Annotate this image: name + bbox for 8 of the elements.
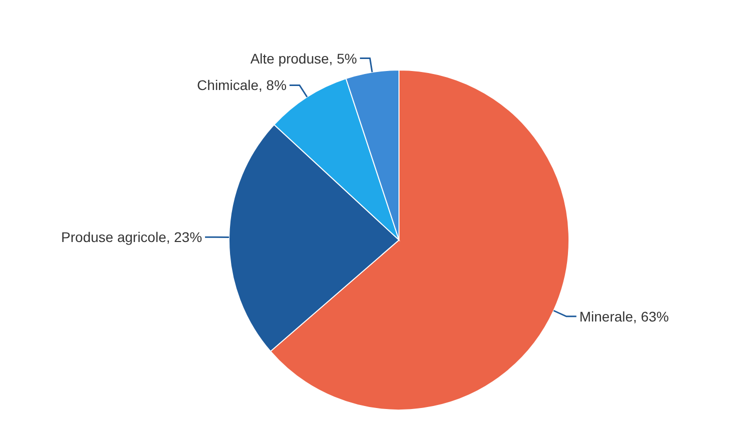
data-label: , 8%	[258, 77, 287, 94]
data-label: , 63%	[633, 308, 669, 324]
slice-label: Minerale	[579, 308, 634, 324]
slice-label: Produse agricole	[61, 229, 166, 246]
slice-label: Alte produse	[250, 50, 330, 66]
data-label: , 5%	[328, 50, 357, 66]
data-label: , 23%	[166, 229, 202, 246]
slice-label: Chimicale	[197, 77, 259, 94]
